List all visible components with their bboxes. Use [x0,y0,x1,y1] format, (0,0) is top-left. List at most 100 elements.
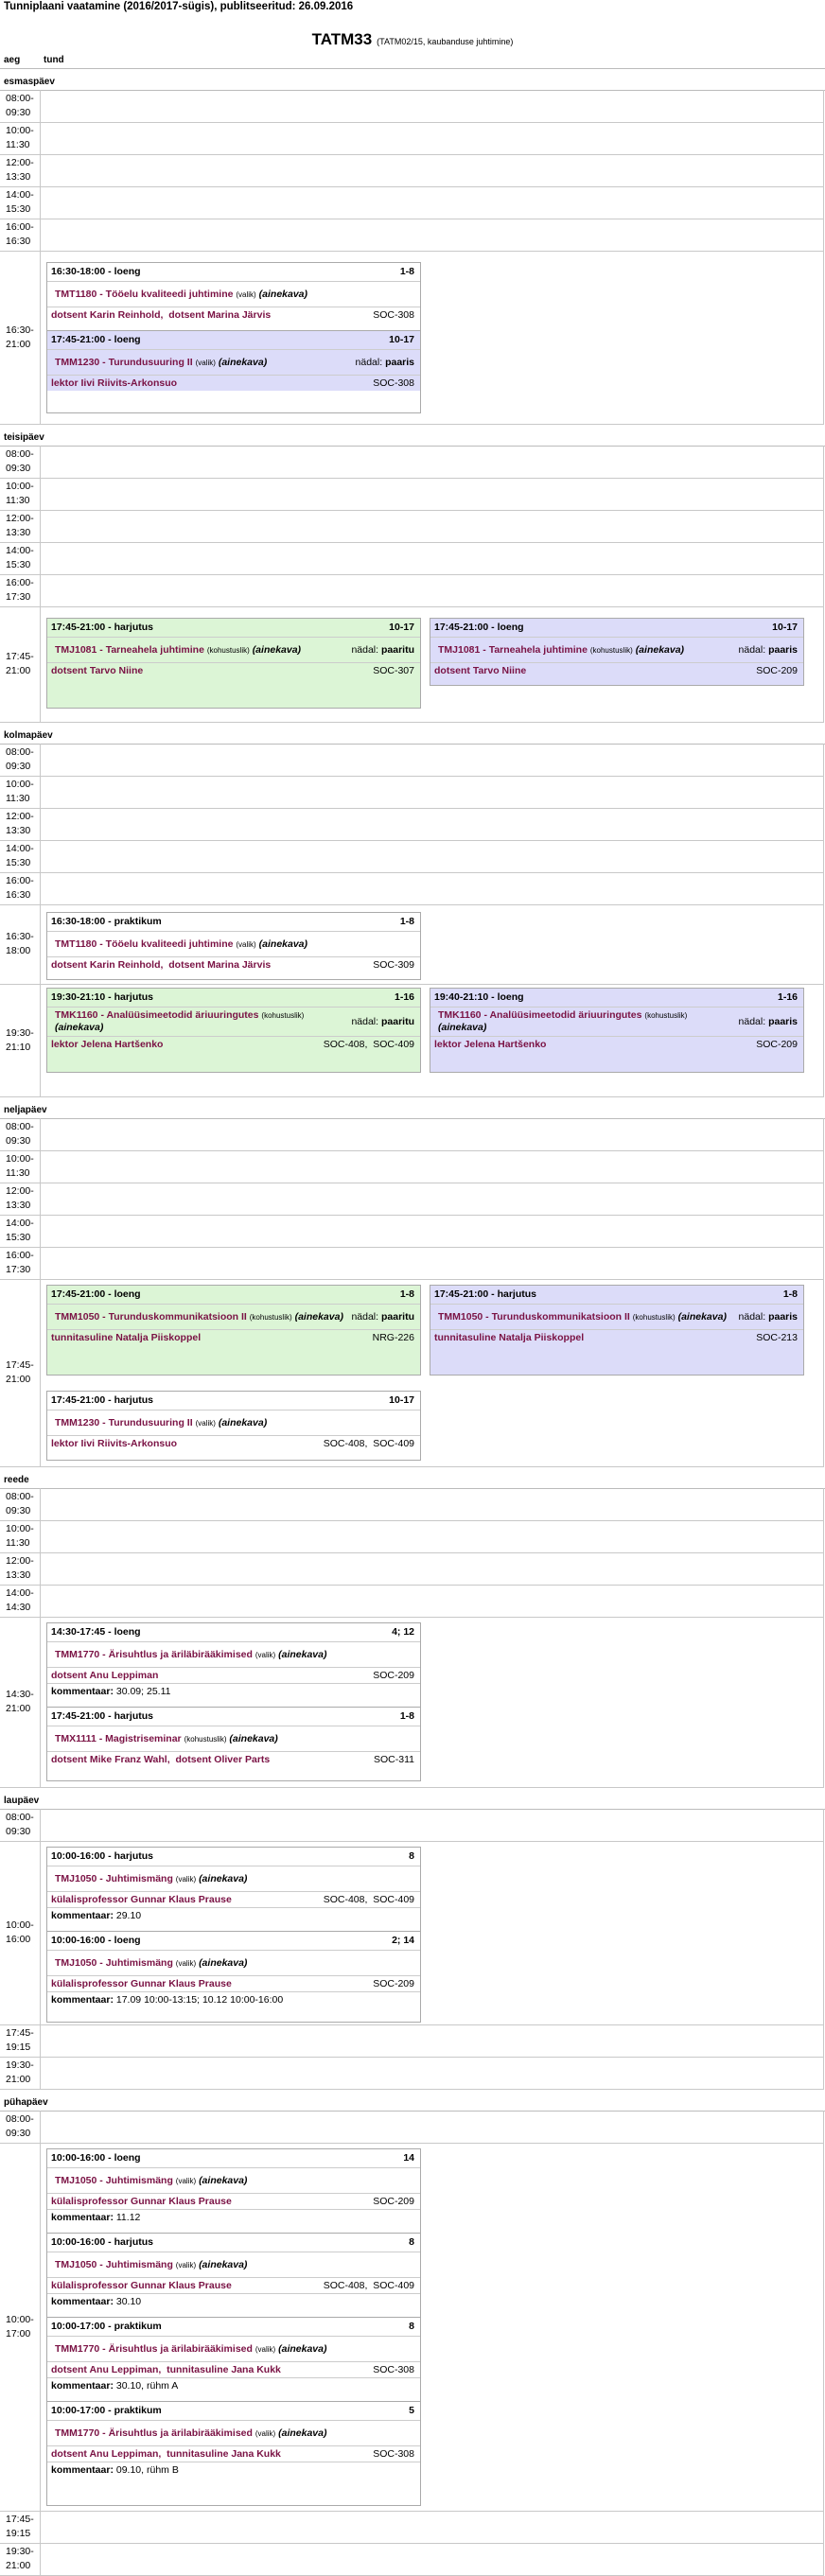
lesson-entry[interactable]: 14:30-17:45 - loeng 4; 12 TMM1770 - Ärisuh… [47,1623,420,1699]
teacher-name[interactable]: tunnitasuline Natalja Piiskoppel [434,1332,585,1343]
lesson-entry[interactable]: 17:45-21:00 - harjutus 10-17 TMJ1081 - Tar… [47,619,420,678]
teacher-name[interactable]: külalisprofessor Gunnar Klaus Prause [51,1894,232,1905]
teacher-name[interactable]: lektor Iivi Riivits-Arkonsuo [51,377,178,389]
lesson-entry[interactable]: 17:45-21:00 - loeng 1-8 TMM1050 - Turundus… [47,1286,420,1345]
slot-cell [40,872,824,904]
course-link[interactable]: TMJ1050 - Juhtimismäng [55,2258,173,2270]
syllabus-link[interactable]: (ainekava) [229,1732,278,1744]
course-link[interactable]: TMK1160 - Analüüsimeetodid äriuuringutes [438,1009,642,1021]
lesson-block[interactable]: 16:30-18:00 - loeng 1-8 TMT1180 - Tööelu k… [46,262,421,413]
teacher-name[interactable]: dotsent Karin Reinhold, dotsent Marina J… [51,309,272,321]
lesson-block[interactable]: 17:45-21:00 - harjutus 10-17 TMM1230 - Tur… [46,1391,421,1461]
course-link[interactable]: TMJ1081 - Tarneahela juhtimine [438,643,588,656]
lesson-block[interactable]: 16:30-18:00 - praktikum 1-8 TMT1180 - Tööe… [46,912,421,980]
lesson-entry[interactable]: 10:00-17:00 - praktikum 8 TMM1770 - Ärisuh… [47,2317,420,2393]
lesson-entry[interactable]: 10:00-16:00 - loeng 14 TMJ1050 - Juhtimism… [47,2149,420,2225]
syllabus-link[interactable]: (ainekava) [199,1872,248,1884]
course-row: TMX1111 - Magistriseminar (kohustuslik) … [47,1726,420,1752]
lesson-entry[interactable]: 19:30-21:10 - harjutus 1-16 TMK1160 - Anal… [47,989,420,1052]
course-link[interactable]: TMM1770 - Ärisuhtlus ja ärilabirääkimise… [55,2342,253,2355]
course-link[interactable]: TMT1180 - Tööelu kvaliteedi juhtimine [55,938,234,950]
teacher-room-row: külalisprofessor Gunnar Klaus Prause SOC-… [47,1976,420,1991]
teacher-name[interactable]: dotsent Anu Leppiman [51,1670,159,1681]
teacher-name[interactable]: külalisprofessor Gunnar Klaus Prause [51,2196,232,2207]
syllabus-link[interactable]: (ainekava) [278,1648,327,1660]
syllabus-link[interactable]: (ainekava) [278,2427,327,2439]
syllabus-link[interactable]: (ainekava) [252,643,302,656]
course-link[interactable]: TMJ1081 - Tarneahela juhtimine [55,643,204,656]
course-link[interactable]: TMM1770 - Ärisuhtlus ja ärilabirääkimise… [55,2427,253,2439]
syllabus-link[interactable]: (ainekava) [258,938,308,950]
lesson-block[interactable]: 10:00-16:00 - harjutus 8 TMJ1050 - Juhtimi… [46,1847,421,2023]
lesson-entry[interactable]: 10:00-16:00 - harjutus 8 TMJ1050 - Juhtimi… [47,2233,420,2309]
lesson-time-type: 10:00-16:00 - loeng [51,2149,141,2167]
course-link[interactable]: TMJ1050 - Juhtimismäng [55,2174,173,2186]
lesson-entry[interactable]: 16:30-18:00 - praktikum 1-8 TMT1180 - Tööe… [47,913,420,973]
course-link[interactable]: TMM1770 - Ärisuhtlus ja äriläbirääkimise… [55,1648,253,1660]
syllabus-link[interactable]: (ainekava) [294,1310,343,1323]
time-slot-row: 19:30- 21:00 [0,2543,824,2576]
course-link[interactable]: TMM1050 - Turunduskommunikatsioon II [438,1310,630,1323]
course-row: TMJ1050 - Juhtimismäng (valik) (ainekava… [47,2168,420,2194]
lesson-entry[interactable]: 16:30-18:00 - loeng 1-8 TMT1180 - Tööelu k… [47,263,420,323]
lesson-block[interactable]: 17:45-21:00 - loeng 10-17 TMJ1081 - Tarnea… [430,618,804,686]
syllabus-link[interactable]: (ainekava) [677,1310,727,1323]
syllabus-link[interactable]: (ainekava) [258,288,308,300]
lesson-block[interactable]: 17:45-21:00 - loeng 1-8 TMM1050 - Turundus… [46,1285,421,1376]
slot-time: 19:30- 21:00 [6,2546,34,2571]
time-separator: - [105,1288,114,1300]
lesson-entry[interactable]: 19:40-21:10 - loeng 1-16 TMK1160 - Analüüs… [430,989,803,1052]
course-link[interactable]: TMM1050 - Turunduskommunikatsioon II [55,1310,247,1323]
teacher-name[interactable]: tunnitasuline Natalja Piiskoppel [51,1332,202,1343]
teacher-name[interactable]: dotsent Karin Reinhold, dotsent Marina J… [51,959,272,971]
teacher-name[interactable]: lektor Iivi Riivits-Arkonsuo [51,1438,178,1449]
teacher-name[interactable]: dotsent Tarvo Niine [51,665,144,676]
time-separator: - [488,1288,498,1300]
teacher-name[interactable]: lektor Jelena Hartšenko [434,1039,547,1050]
syllabus-link[interactable]: (ainekava) [199,1956,248,1969]
slot-time: 08:00- 09:30 [6,746,34,772]
lesson-weeks: 8 [409,2236,414,2248]
lesson-entry[interactable]: 10:00-16:00 - loeng 2; 14 TMJ1050 - Juhtim… [47,1931,420,2007]
lesson-entry[interactable]: 17:45-21:00 - loeng 10-17 TMM1230 - Turund… [47,330,420,391]
lesson-block[interactable]: 17:45-21:00 - harjutus 10-17 TMJ1081 - Tar… [46,618,421,709]
lesson-entry[interactable]: 17:45-21:00 - harjutus 1-8 TMX1111 - Magis… [47,1707,420,1767]
course-row: TMM1230 - Turundusuuring II (valik) (ain… [47,1411,420,1436]
teacher-name[interactable]: dotsent Mike Franz Wahl, dotsent Oliver … [51,1754,271,1765]
teacher-name[interactable]: dotsent Anu Leppiman, tunnitasuline Jana… [51,2364,281,2375]
lesson-entry[interactable]: 10:00-16:00 - harjutus 8 TMJ1050 - Juhtimi… [47,1848,420,1923]
course-link[interactable]: TMX1111 - Magistriseminar [55,1732,182,1744]
syllabus-link[interactable]: (ainekava) [55,1022,104,1033]
teacher-name[interactable]: dotsent Tarvo Niine [434,665,527,676]
lesson-block[interactable]: 10:00-16:00 - loeng 14 TMJ1050 - Juhtimism… [46,2148,421,2506]
room: SOC-308 [373,2448,414,2460]
syllabus-link[interactable]: (ainekava) [218,356,268,368]
teacher-name[interactable]: dotsent Anu Leppiman, tunnitasuline Jana… [51,2448,281,2460]
lesson-entry[interactable]: 17:45-21:00 - harjutus 1-8 TMM1050 - Turun… [430,1286,803,1345]
teacher-name[interactable]: külalisprofessor Gunnar Klaus Prause [51,2280,232,2291]
lesson-entry[interactable]: 17:45-21:00 - harjutus 10-17 TMM1230 - Tur… [47,1392,420,1451]
teacher-name[interactable]: lektor Jelena Hartšenko [51,1039,164,1050]
course-link[interactable]: TMM1230 - Turundusuuring II [55,1416,193,1428]
lesson-block[interactable]: 14:30-17:45 - loeng 4; 12 TMM1770 - Ärisuh… [46,1622,421,1781]
course-link[interactable]: TMJ1050 - Juhtimismäng [55,1872,173,1884]
lesson-block[interactable]: 19:30-21:10 - harjutus 1-16 TMK1160 - Anal… [46,988,421,1073]
syllabus-link[interactable]: (ainekava) [278,2342,327,2355]
lesson-type: loeng [114,266,141,277]
lesson-entry[interactable]: 10:00-17:00 - praktikum 5 TMM1770 - Ärisuh… [47,2401,420,2478]
lesson-time: 10:00-17:00 [51,2321,106,2332]
course-link[interactable]: TMJ1050 - Juhtimismäng [55,1956,173,1969]
syllabus-link[interactable]: (ainekava) [199,2174,248,2186]
teacher-name[interactable]: külalisprofessor Gunnar Klaus Prause [51,1978,232,1989]
syllabus-link[interactable]: (ainekava) [635,643,685,656]
course-link[interactable]: TMM1230 - Turundusuuring II [55,356,193,368]
course-link[interactable]: TMT1180 - Tööelu kvaliteedi juhtimine [55,288,234,300]
course-link[interactable]: TMK1160 - Analüüsimeetodid äriuuringutes [55,1009,259,1021]
lesson-block[interactable]: 17:45-21:00 - harjutus 1-8 TMM1050 - Turun… [430,1285,804,1376]
syllabus-link[interactable]: (ainekava) [438,1022,487,1033]
lesson-block[interactable]: 19:40-21:10 - loeng 1-16 TMK1160 - Analüüs… [430,988,804,1073]
syllabus-link[interactable]: (ainekava) [199,2258,248,2270]
week-type-label: nädal: [738,644,766,656]
lesson-entry[interactable]: 17:45-21:00 - loeng 10-17 TMJ1081 - Tarnea… [430,619,803,678]
syllabus-link[interactable]: (ainekava) [218,1416,268,1428]
